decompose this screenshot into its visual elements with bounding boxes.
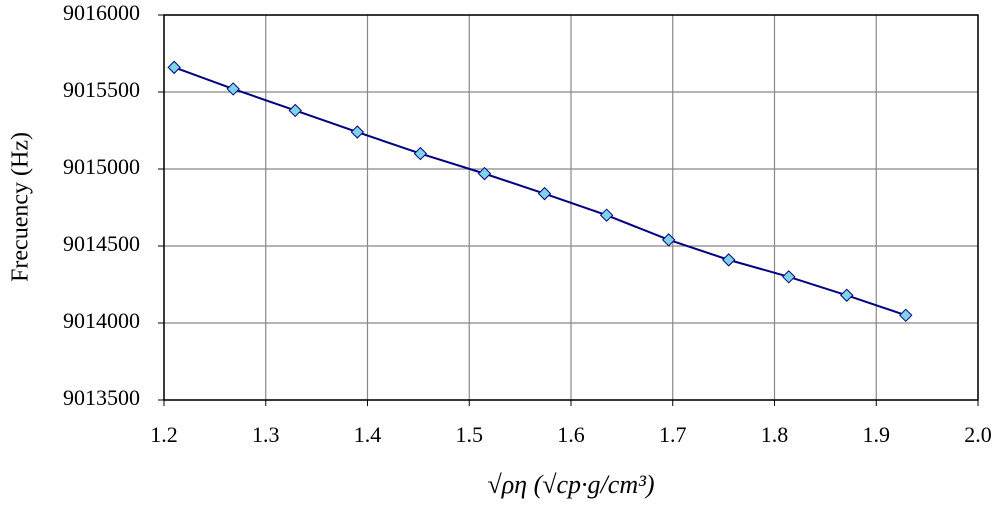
point-marker xyxy=(840,288,854,302)
point-marker xyxy=(537,186,552,201)
point-marker xyxy=(350,125,365,139)
point-marker xyxy=(167,60,181,75)
y-tick-label: 9014000 xyxy=(63,308,140,333)
x-axis-label: √ρη (√cp·g/cm³) xyxy=(487,470,654,499)
x-tick-label: 1.6 xyxy=(557,422,585,447)
y-tick-label: 9015500 xyxy=(63,77,140,102)
x-tick-label: 1.2 xyxy=(150,422,178,447)
point-marker xyxy=(899,308,913,323)
y-tick-label: 9013500 xyxy=(63,385,140,410)
point-marker xyxy=(413,146,428,161)
point-marker xyxy=(782,270,796,284)
point-marker xyxy=(226,82,240,96)
y-tick-label: 9016000 xyxy=(63,0,140,25)
x-tick-label: 1.9 xyxy=(863,422,891,447)
x-tick-label: 2.0 xyxy=(964,422,992,447)
x-tick-label: 1.5 xyxy=(456,422,484,447)
point-marker xyxy=(288,103,302,118)
plot-frame xyxy=(163,14,979,401)
point-marker xyxy=(661,233,676,247)
point-marker xyxy=(477,166,492,181)
series-line xyxy=(173,66,907,317)
x-tick-label: 1.8 xyxy=(761,422,789,447)
y-axis-label: Frecuency (Hz) xyxy=(8,132,34,282)
x-tick-label: 1.3 xyxy=(252,422,280,447)
y-tick-label: 9015000 xyxy=(63,154,140,179)
y-tick-label: 9014500 xyxy=(63,231,140,256)
point-marker xyxy=(722,253,736,267)
x-tick-label: 1.7 xyxy=(659,422,687,447)
point-marker xyxy=(599,208,614,222)
x-tick-label: 1.4 xyxy=(354,422,382,447)
